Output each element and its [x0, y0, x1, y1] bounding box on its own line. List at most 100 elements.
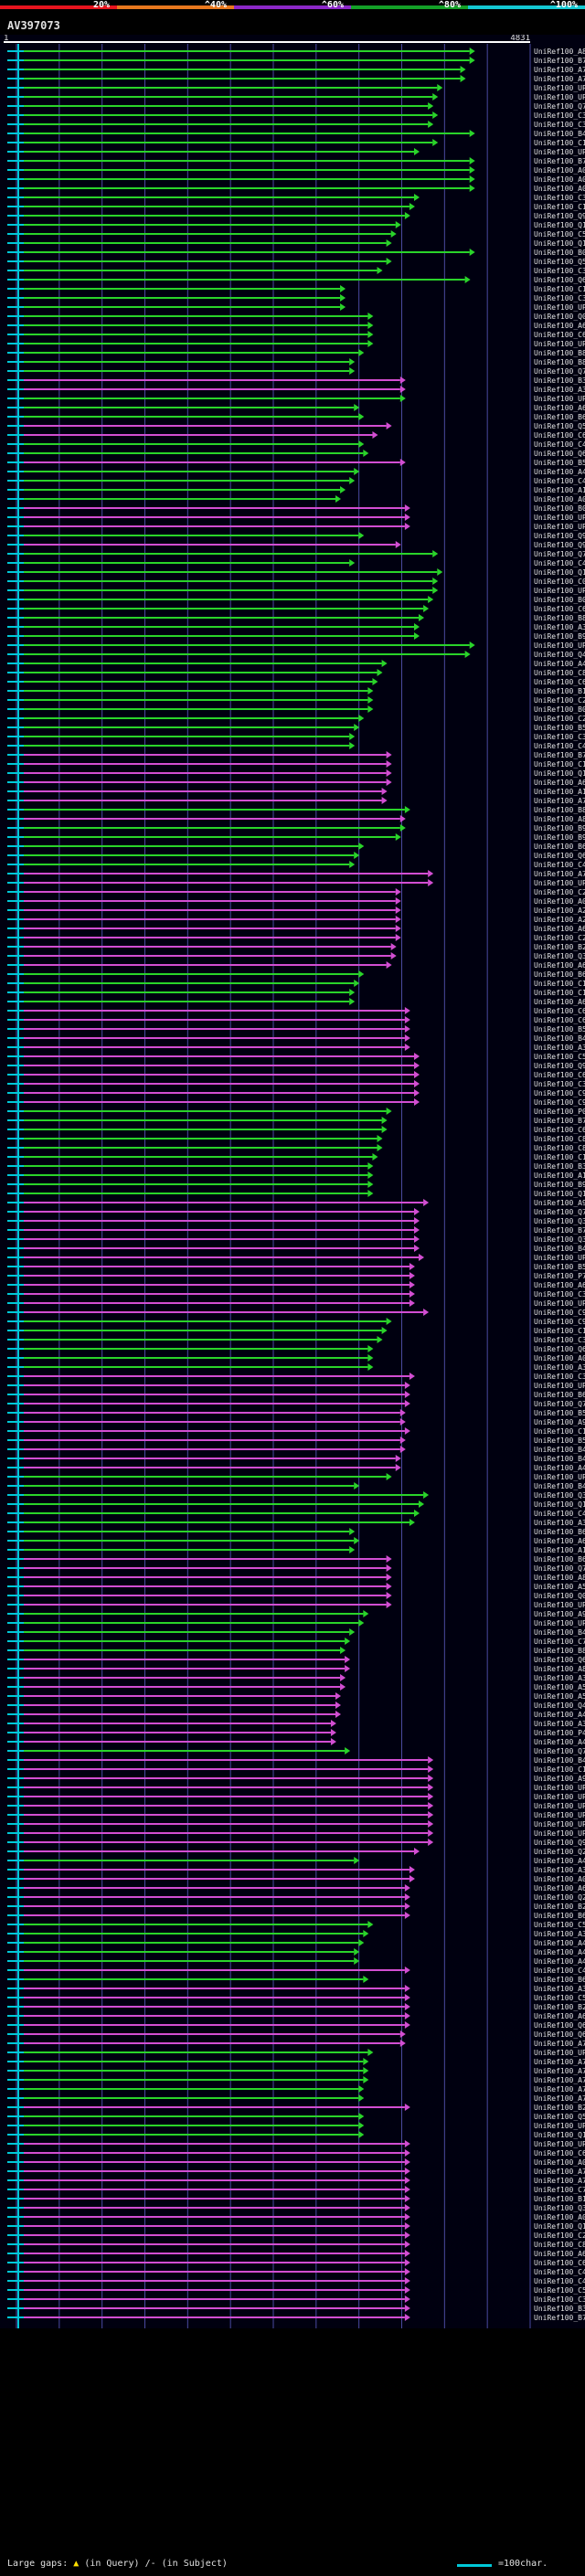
hit-arrow — [367, 1181, 374, 1188]
hit-row: UniRef100_C6QKM0 — [7, 2149, 585, 2157]
hit-label: UniRef100_C9PH11 — [534, 1318, 585, 1326]
hit-arrow — [469, 57, 475, 64]
hit-label: UniRef100_C4QJC9 — [534, 440, 585, 449]
hit-row: UniRef100_C1H255 — [7, 285, 585, 293]
hit-label: UniRef100_A9M2Y0 — [534, 1775, 585, 1783]
hit-row: UniRef100_B4RP75 — [7, 1756, 585, 1765]
hit-label: UniRef100_Q0T4H4 — [534, 1592, 585, 1600]
hit-label: UniRef100_Q5BJZ3 — [534, 2113, 585, 2121]
hit-arrow — [390, 952, 397, 959]
hit-row: UniRef100_B8NB73 — [7, 349, 585, 357]
hit-arrow — [399, 2040, 406, 2047]
hit-arrow — [363, 2058, 369, 2065]
hit-label: UniRef100_C2B8U1 — [534, 2231, 585, 2240]
hit-label: UniRef100_C1T987 — [534, 1327, 585, 1335]
hit-row: UniRef100_C8Q9N0 — [7, 2241, 585, 2249]
hit-label: UniRef100_C1HZ12 — [534, 1765, 585, 1774]
hit-arrow — [386, 751, 392, 758]
hit-arrow — [428, 1793, 434, 1800]
hit-row: UniRef100_C1T987 — [7, 1327, 585, 1335]
hit-label: UniRef100_C8UPF6 — [534, 1144, 585, 1152]
hit-arrow — [399, 1418, 406, 1426]
hit-label: UniRef100_A7Z962 — [534, 797, 585, 805]
hit-row: UniRef100_Q16LL0 — [7, 239, 585, 248]
hit-row: UniRef100_B8FBJ3 — [7, 806, 585, 814]
hit-row: UniRef100_B3H1M9 — [7, 376, 585, 385]
hit-arrow — [345, 1665, 351, 1672]
hit-label: UniRef100_C4UPJ4 — [534, 1510, 585, 1518]
hit-row: UniRef100_C6WND6 — [7, 605, 585, 613]
hit-label: UniRef100_A0B6D1 — [534, 2158, 585, 2167]
hit-row: UniRef100_Q3A1T2 — [7, 1491, 585, 1500]
hit-row: UniRef100_B6BB61 — [7, 1976, 585, 1984]
hit-row: UniRef100_A8JCP5 — [7, 48, 585, 56]
hit-row: UniRef100_UP1000... — [7, 587, 585, 595]
hit-row: UniRef100_B6HC52 — [7, 413, 585, 421]
hit-arrow — [404, 2231, 410, 2239]
hit-arrow — [404, 1016, 410, 1023]
hit-arrow — [428, 121, 434, 128]
hit-label: UniRef100_Q3JUN6 — [534, 952, 585, 960]
hit-row: UniRef100_B8FKJ9 — [7, 1647, 585, 1655]
hit-row: UniRef100_A7Z962 — [7, 797, 585, 805]
hit-label: UniRef100_A7UEN9 — [534, 2076, 585, 2084]
hit-arrow — [349, 1628, 356, 1636]
hit-arrow — [354, 980, 360, 987]
hit-label: UniRef100_A4SH25 — [534, 1857, 585, 1865]
hit-label: UniRef100_A6VCY5 — [534, 925, 585, 933]
hit-label: UniRef100_Q7QBH8 — [534, 102, 585, 111]
hit-arrow — [437, 84, 443, 91]
hit-arrow — [464, 651, 471, 658]
hit-row: UniRef100_A6V1U7 — [7, 998, 585, 1006]
hit-label: UniRef100_Q4CWN1 — [534, 651, 585, 659]
hit-row: UniRef100_C5P5R9 — [7, 230, 585, 239]
hit-label: UniRef100_A3ENK5 — [534, 1044, 585, 1052]
hit-arrow — [340, 285, 346, 292]
hit-row: UniRef100_A4AYZ7 — [7, 1957, 585, 1966]
hit-row: UniRef100_A4R466 — [7, 468, 585, 476]
hit-row: UniRef100_C3ZDC2 — [7, 267, 585, 275]
hit-row: UniRef100_Q9VZW0 — [7, 1062, 585, 1070]
hit-arrow — [432, 550, 439, 557]
hit-row: UniRef100_C6NHH8 — [7, 1071, 585, 1079]
hit-row: UniRef100_B4TVE4 — [7, 1628, 585, 1637]
hit-arrow — [409, 1866, 415, 1873]
hit-arrow — [404, 2277, 410, 2284]
hit-arrow — [413, 194, 420, 201]
hit-arrow — [404, 1034, 410, 1042]
hit-label: UniRef100_B9H179 — [534, 632, 585, 641]
hit-arrow — [367, 340, 374, 347]
hit-row: UniRef100_A2PFN9 — [7, 906, 585, 915]
hit-arrow — [390, 943, 397, 950]
hit-row: UniRef100_C1FNL2 — [7, 760, 585, 769]
hit-arrow — [404, 2012, 410, 2019]
legend-unit: =100char. — [498, 2559, 548, 2569]
hit-row: UniRef100_A6A8E7 — [7, 779, 585, 787]
hit-row: UniRef100_A0B6D1 — [7, 2158, 585, 2167]
hit-label: UniRef100_C6R454 — [534, 678, 585, 686]
hit-row: UniRef100_Q1Z208 — [7, 1190, 585, 1198]
hit-arrow — [404, 1912, 410, 1919]
hit-row: UniRef100_Q4CWN1 — [7, 651, 585, 659]
hit-label: UniRef100_C9QBY0 — [534, 1089, 585, 1097]
hit-label: UniRef100_A8TC36 — [534, 1665, 585, 1673]
scale-label-4: ^80% — [439, 0, 461, 10]
hit-row: UniRef100_C5ERM4 — [7, 1053, 585, 1061]
hit-row: UniRef100_B4A6H1 — [7, 1482, 585, 1490]
hit-row: UniRef100_A7UEL9 — [7, 2177, 585, 2185]
hit-label: UniRef100_C5J118 — [534, 2286, 585, 2295]
hit-row: UniRef100_B2G1D6 — [7, 943, 585, 951]
hit-label: UniRef100_A4ENC4 — [534, 660, 585, 668]
hit-row: UniRef100_B5M5M9 — [7, 1025, 585, 1034]
hit-arrow — [349, 1546, 356, 1553]
hit-row: UniRef100_B5TR42 — [7, 459, 585, 467]
legend-footer: Large gaps: ▲ (in Query) /- (in Subject)… — [0, 2555, 585, 2573]
hit-label: UniRef100_B7PCD1 — [534, 57, 585, 65]
hit-row: UniRef100_UP1000... — [7, 1820, 585, 1829]
hit-row: UniRef100_B7Y0G1 — [7, 2314, 585, 2322]
hit-label: UniRef100_A7UEP0 — [534, 2067, 585, 2075]
hit-arrow — [469, 157, 475, 164]
hit-row: UniRef100_A4N5H9 — [7, 1738, 585, 1746]
hit-label: UniRef100_A9EZ28 — [534, 1418, 585, 1426]
hit-label: UniRef100_C3NC97 — [534, 1080, 585, 1088]
